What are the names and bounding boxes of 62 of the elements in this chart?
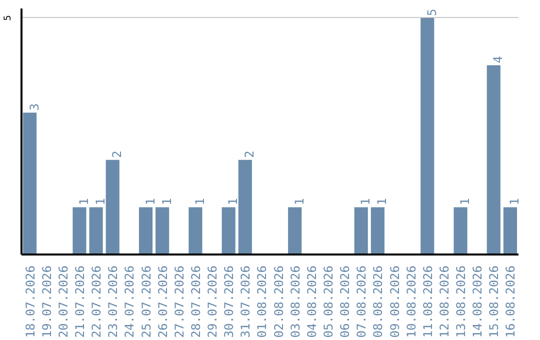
data-label: 1 xyxy=(292,198,306,206)
x-tick-label: 30.07.2026 xyxy=(222,265,236,338)
data-label: 1 xyxy=(508,198,522,206)
bar xyxy=(22,112,37,254)
bar xyxy=(288,207,302,254)
x-tick-label: 04.08.2026 xyxy=(304,265,319,338)
x-tick-label: 26.07.2026 xyxy=(156,265,170,338)
x-tick-label: 29.07.2026 xyxy=(206,265,220,338)
bar xyxy=(486,65,500,254)
x-tick-label: 02.08.2026 xyxy=(272,265,286,338)
bar xyxy=(188,207,202,254)
x-tick-label: 27.07.2026 xyxy=(172,265,186,338)
data-label: 1 xyxy=(375,198,390,206)
data-label: 4 xyxy=(491,56,506,64)
x-tick-label: 03.08.2026 xyxy=(288,265,302,338)
data-label: 5 xyxy=(424,8,439,16)
bar xyxy=(503,207,518,254)
data-label: 2 xyxy=(242,150,257,158)
bar xyxy=(72,207,86,254)
data-label: 1 xyxy=(458,198,472,206)
bar xyxy=(420,18,434,254)
x-tick-label: 08.08.2026 xyxy=(371,265,386,338)
x-tick-label: 12.08.2026 xyxy=(437,265,452,338)
x-tick-label: 20.07.2026 xyxy=(56,265,70,338)
data-label: 1 xyxy=(192,198,207,206)
bar xyxy=(354,207,368,254)
x-tick-label: 23.07.2026 xyxy=(106,265,120,338)
bar xyxy=(454,207,468,254)
x-tick-label: 01.08.2026 xyxy=(255,265,270,338)
x-tick-label: 15.08.2026 xyxy=(487,265,502,338)
x-tick-label: 14.08.2026 xyxy=(470,265,485,338)
data-label: 1 xyxy=(358,198,373,206)
data-label: 3 xyxy=(27,103,42,111)
x-tick-label: 06.08.2026 xyxy=(338,265,352,338)
x-tick-label: 22.07.2026 xyxy=(90,265,104,338)
x-tick-label: 07.08.2026 xyxy=(354,265,369,338)
x-tick-label: 18.07.2026 xyxy=(23,265,38,338)
x-tick-label: 05.08.2026 xyxy=(321,265,336,338)
bar xyxy=(222,207,236,254)
x-tick-label: 28.07.2026 xyxy=(188,265,203,338)
data-label: 1 xyxy=(160,198,174,206)
x-tick-label: 31.07.2026 xyxy=(238,265,253,338)
bar xyxy=(238,160,252,254)
bar xyxy=(138,207,153,254)
bar xyxy=(156,207,170,254)
x-tick-label: 11.08.2026 xyxy=(420,265,435,338)
x-tick-label: 19.07.2026 xyxy=(40,265,54,338)
x-tick-label: 21.07.2026 xyxy=(72,265,87,338)
x-tick-label: 09.08.2026 xyxy=(388,265,402,338)
data-label: 2 xyxy=(110,150,124,158)
data-label: 1 xyxy=(226,198,240,206)
data-label: 1 xyxy=(143,198,158,206)
bar xyxy=(106,160,120,254)
data-label: 1 xyxy=(94,198,108,206)
x-tick-label: 25.07.2026 xyxy=(139,265,154,338)
x-tick-label: 13.08.2026 xyxy=(454,265,468,338)
data-label: 1 xyxy=(76,198,91,206)
bar xyxy=(89,207,103,254)
x-tick-label: 16.08.2026 xyxy=(504,265,518,338)
x-tick-label: 24.07.2026 xyxy=(122,265,137,338)
bar xyxy=(370,207,384,254)
x-tick-label: 10.08.2026 xyxy=(404,265,418,338)
